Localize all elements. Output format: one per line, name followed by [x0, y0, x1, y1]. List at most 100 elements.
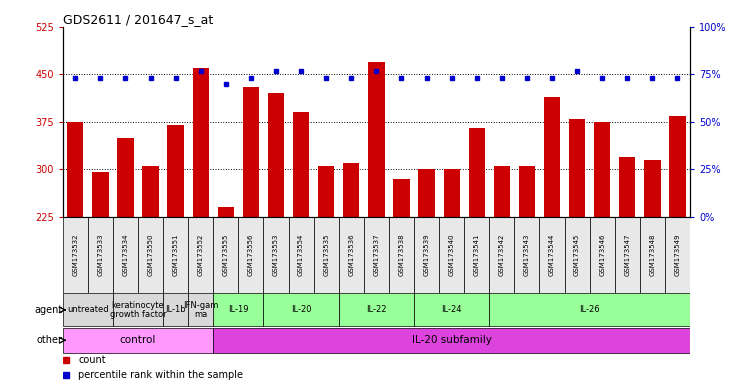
Text: GDS2611 / 201647_s_at: GDS2611 / 201647_s_at — [63, 13, 213, 26]
Bar — [669, 116, 686, 217]
FancyBboxPatch shape — [163, 217, 188, 293]
Bar — [92, 172, 108, 217]
FancyBboxPatch shape — [213, 328, 690, 353]
FancyBboxPatch shape — [489, 217, 514, 293]
FancyBboxPatch shape — [364, 217, 389, 293]
Text: GSM173542: GSM173542 — [499, 233, 505, 276]
FancyBboxPatch shape — [238, 217, 263, 293]
Text: GSM173549: GSM173549 — [675, 233, 680, 276]
FancyBboxPatch shape — [339, 217, 364, 293]
Text: GSM173550: GSM173550 — [148, 233, 154, 276]
Text: count: count — [78, 355, 106, 365]
FancyBboxPatch shape — [539, 217, 565, 293]
Text: IL-20 subfamily: IL-20 subfamily — [412, 335, 492, 345]
Bar — [318, 166, 334, 217]
Text: GSM173547: GSM173547 — [624, 233, 630, 276]
Bar — [117, 138, 134, 217]
FancyBboxPatch shape — [63, 328, 213, 353]
Text: IL-22: IL-22 — [366, 305, 387, 314]
FancyBboxPatch shape — [88, 217, 113, 293]
Bar — [343, 163, 359, 217]
Text: untreated: untreated — [67, 305, 108, 314]
Text: GSM173540: GSM173540 — [449, 233, 455, 276]
Bar — [594, 122, 610, 217]
Text: IL-1b: IL-1b — [165, 305, 186, 314]
Bar — [619, 157, 635, 217]
FancyBboxPatch shape — [138, 217, 163, 293]
Bar — [544, 96, 560, 217]
Text: GSM173541: GSM173541 — [474, 233, 480, 276]
Text: IL-26: IL-26 — [579, 305, 600, 314]
Text: GSM173532: GSM173532 — [72, 233, 78, 276]
Text: other: other — [36, 335, 62, 345]
FancyBboxPatch shape — [263, 217, 289, 293]
Text: GSM173553: GSM173553 — [273, 233, 279, 276]
Text: agent: agent — [34, 305, 62, 315]
Text: GSM173545: GSM173545 — [574, 233, 580, 276]
Bar — [142, 166, 159, 217]
Bar — [444, 169, 460, 217]
Bar — [268, 93, 284, 217]
FancyBboxPatch shape — [615, 217, 640, 293]
Bar — [67, 122, 83, 217]
Text: GSM173552: GSM173552 — [198, 233, 204, 276]
Text: GSM173538: GSM173538 — [399, 233, 404, 276]
FancyBboxPatch shape — [339, 293, 414, 326]
Text: GSM173537: GSM173537 — [373, 233, 379, 276]
FancyBboxPatch shape — [439, 217, 464, 293]
Text: GSM173533: GSM173533 — [97, 233, 103, 276]
Text: GSM173543: GSM173543 — [524, 233, 530, 276]
Text: percentile rank within the sample: percentile rank within the sample — [78, 370, 244, 380]
Text: IL-24: IL-24 — [441, 305, 462, 314]
Text: GSM173551: GSM173551 — [173, 233, 179, 276]
Bar — [168, 125, 184, 217]
Bar — [393, 179, 410, 217]
Text: IFN-gam
ma: IFN-gam ma — [183, 301, 218, 319]
Bar — [293, 113, 309, 217]
Bar — [469, 128, 485, 217]
FancyBboxPatch shape — [640, 217, 665, 293]
Bar — [218, 207, 234, 217]
FancyBboxPatch shape — [213, 293, 263, 326]
FancyBboxPatch shape — [414, 217, 439, 293]
FancyBboxPatch shape — [213, 217, 238, 293]
FancyBboxPatch shape — [514, 217, 539, 293]
Text: GSM173536: GSM173536 — [348, 233, 354, 276]
Text: control: control — [120, 335, 156, 345]
FancyBboxPatch shape — [590, 217, 615, 293]
FancyBboxPatch shape — [163, 293, 188, 326]
FancyBboxPatch shape — [63, 293, 113, 326]
Bar — [644, 160, 661, 217]
FancyBboxPatch shape — [188, 293, 213, 326]
Text: GSM173554: GSM173554 — [298, 233, 304, 276]
Text: GSM173556: GSM173556 — [248, 233, 254, 276]
Text: GSM173555: GSM173555 — [223, 233, 229, 276]
FancyBboxPatch shape — [464, 217, 489, 293]
Text: keratinocyte
growth factor: keratinocyte growth factor — [110, 301, 166, 319]
Text: GSM173544: GSM173544 — [549, 233, 555, 276]
FancyBboxPatch shape — [188, 217, 213, 293]
Bar — [193, 68, 209, 217]
Text: GSM173534: GSM173534 — [123, 233, 128, 276]
FancyBboxPatch shape — [63, 217, 88, 293]
Text: IL-19: IL-19 — [228, 305, 249, 314]
FancyBboxPatch shape — [289, 217, 314, 293]
Bar — [569, 119, 585, 217]
Bar — [519, 166, 535, 217]
FancyBboxPatch shape — [414, 293, 489, 326]
FancyBboxPatch shape — [389, 217, 414, 293]
FancyBboxPatch shape — [263, 293, 339, 326]
Text: GSM173535: GSM173535 — [323, 233, 329, 276]
FancyBboxPatch shape — [113, 293, 163, 326]
Bar — [368, 62, 384, 217]
Text: GSM173539: GSM173539 — [424, 233, 430, 276]
FancyBboxPatch shape — [565, 217, 590, 293]
FancyBboxPatch shape — [113, 217, 138, 293]
FancyBboxPatch shape — [665, 217, 690, 293]
Text: IL-20: IL-20 — [291, 305, 311, 314]
Bar — [418, 169, 435, 217]
Bar — [494, 166, 510, 217]
FancyBboxPatch shape — [489, 293, 690, 326]
FancyBboxPatch shape — [314, 217, 339, 293]
Bar — [243, 87, 259, 217]
